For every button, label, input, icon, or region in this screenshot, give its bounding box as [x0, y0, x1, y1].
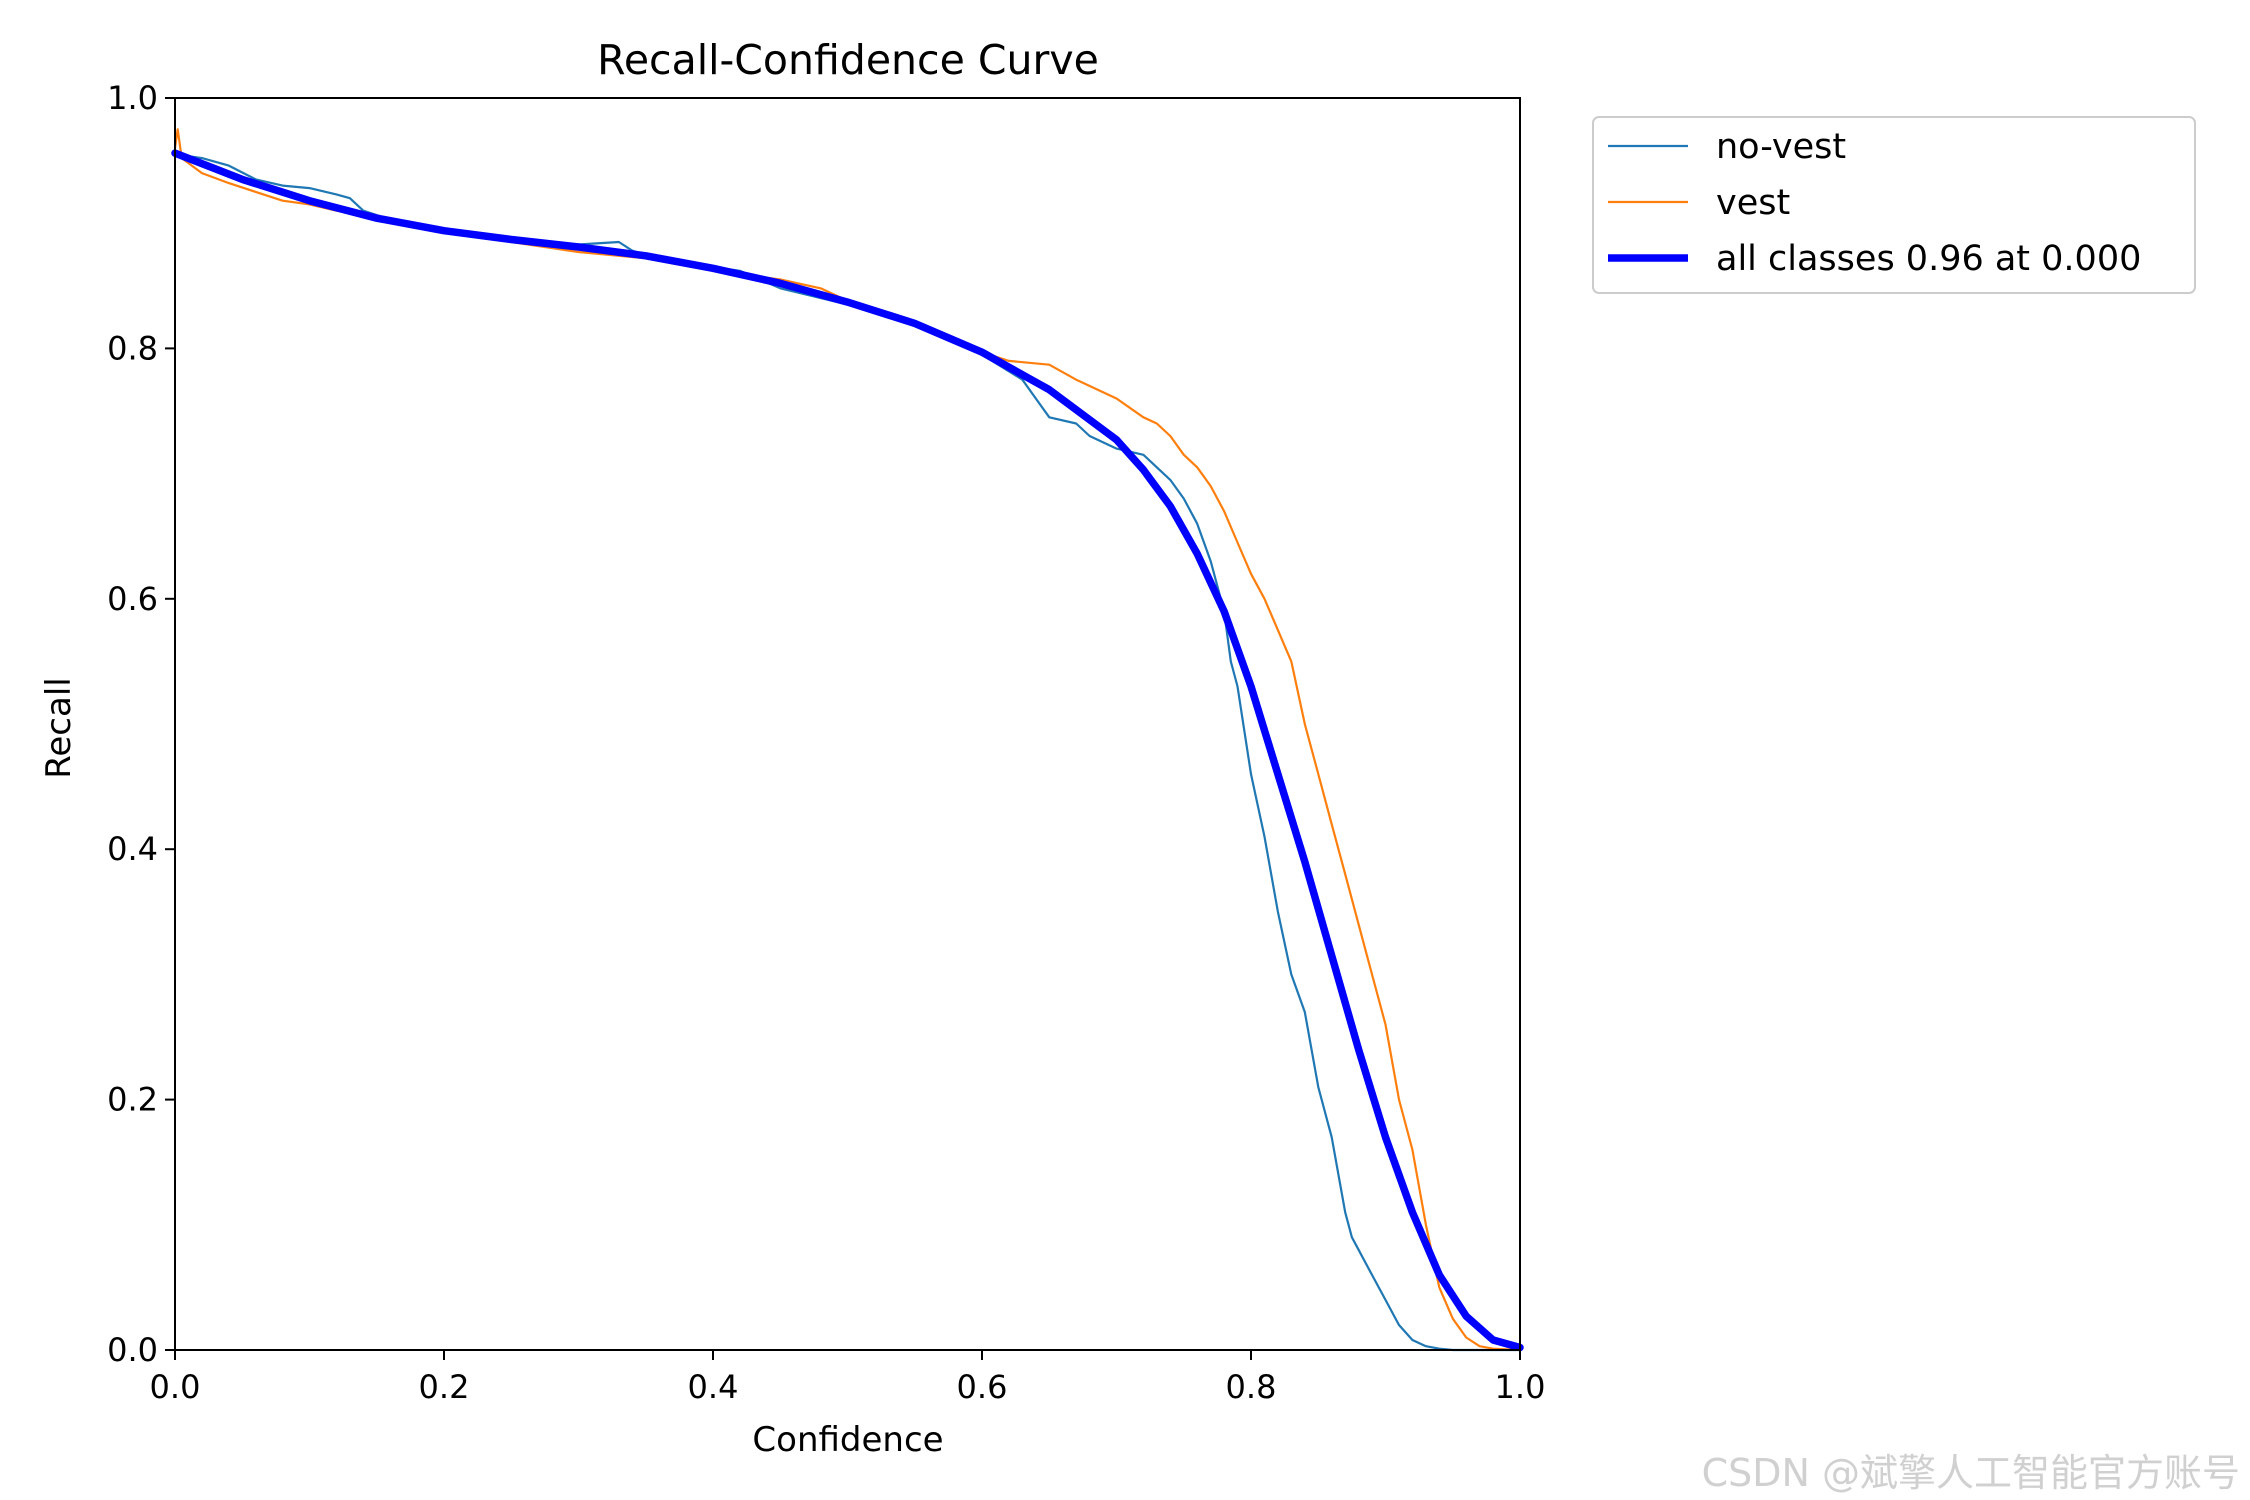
watermark: CSDN @斌擎人工智能官方账号 — [1701, 1451, 2240, 1495]
series-line-all — [171, 149, 1524, 1352]
x-tick-label: 0.4 — [688, 1368, 739, 1406]
legend-label: no-vest — [1716, 127, 1846, 167]
x-tick-label: 0.8 — [1226, 1368, 1277, 1406]
x-tick-label: 0.2 — [419, 1368, 470, 1406]
plot-background — [175, 98, 1520, 1350]
y-tick-label: 0.4 — [107, 830, 158, 868]
x-axis-title: Confidence — [752, 1420, 943, 1460]
y-tick-label: 0.2 — [107, 1081, 158, 1119]
legend-label: all classes 0.96 at 0.000 — [1716, 239, 2141, 279]
y-tick-label: 0.6 — [107, 580, 158, 618]
y-tick-label: 1.0 — [107, 79, 158, 117]
y-tick-label: 0.8 — [107, 329, 158, 367]
x-tick-label: 1.0 — [1495, 1368, 1546, 1406]
legend-box — [1592, 116, 2196, 294]
x-tick-label: 0.6 — [957, 1368, 1008, 1406]
legend: no-vest vest all classes 0.96 at 0.000 — [1592, 116, 2196, 294]
x-axis: 0.0 0.2 0.4 0.6 0.8 1.0 — [150, 1350, 1546, 1406]
legend-label: vest — [1716, 183, 1790, 223]
x-tick-label: 0.0 — [150, 1368, 201, 1406]
series-layer — [171, 128, 1524, 1352]
plot-area — [171, 97, 1524, 1352]
plot-frame — [174, 97, 1521, 1351]
y-axis-title: Recall — [39, 677, 79, 778]
chart-title: Recall-Confidence Curve — [597, 36, 1099, 84]
y-tick-label: 0.0 — [107, 1331, 158, 1369]
y-axis: 0.0 0.2 0.4 0.6 0.8 1.0 — [107, 79, 175, 1369]
